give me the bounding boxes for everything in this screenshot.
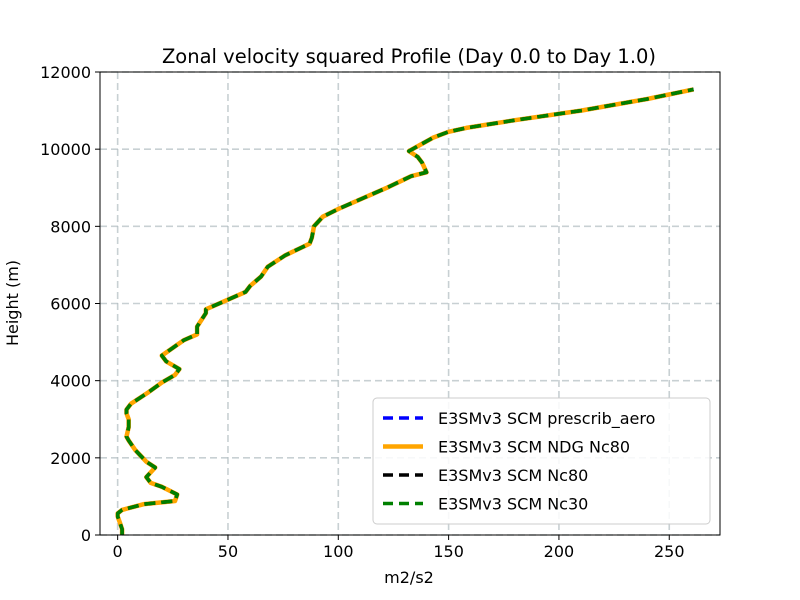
y-tick-label: 6000 (50, 295, 91, 314)
x-tick-label: 200 (544, 542, 575, 561)
series-line-4 (115, 87, 694, 535)
legend-label-3: E3SMv3 SCM Nc80 (438, 466, 588, 485)
chart-title: Zonal velocity squared Profile (Day 0.0 … (162, 45, 656, 68)
legend-frame (372, 397, 711, 525)
legend-label-2: E3SMv3 SCM NDG Nc80 (438, 438, 630, 457)
y-tick-label: 8000 (50, 217, 91, 236)
x-tick-label: 50 (218, 542, 238, 561)
y-tick-label: 0 (81, 526, 91, 545)
legend: E3SMv3 SCM prescrib_aero E3SMv3 SCM NDG N… (372, 397, 711, 525)
x-tick-label: 250 (654, 542, 685, 561)
y-tick-label: 2000 (50, 449, 91, 468)
legend-label-4: E3SMv3 SCM Nc30 (438, 495, 588, 514)
y-tick-label: 4000 (50, 372, 91, 391)
legend-label-1: E3SMv3 SCM prescrib_aero (438, 409, 655, 429)
ticks: 0 50 100 150 200 250 0 2000 4000 6000 8000 10000 120… (40, 63, 684, 561)
y-tick-label: 12000 (40, 63, 91, 82)
y-tick-label: 10000 (40, 140, 91, 159)
x-tick-label: 100 (323, 542, 354, 561)
x-axis-title: m2/s2 (384, 568, 434, 587)
series-layer (115, 87, 694, 535)
y-axis-title: Height (m) (3, 260, 22, 346)
x-tick-label: 0 (113, 542, 123, 561)
x-tick-label: 150 (433, 542, 464, 561)
